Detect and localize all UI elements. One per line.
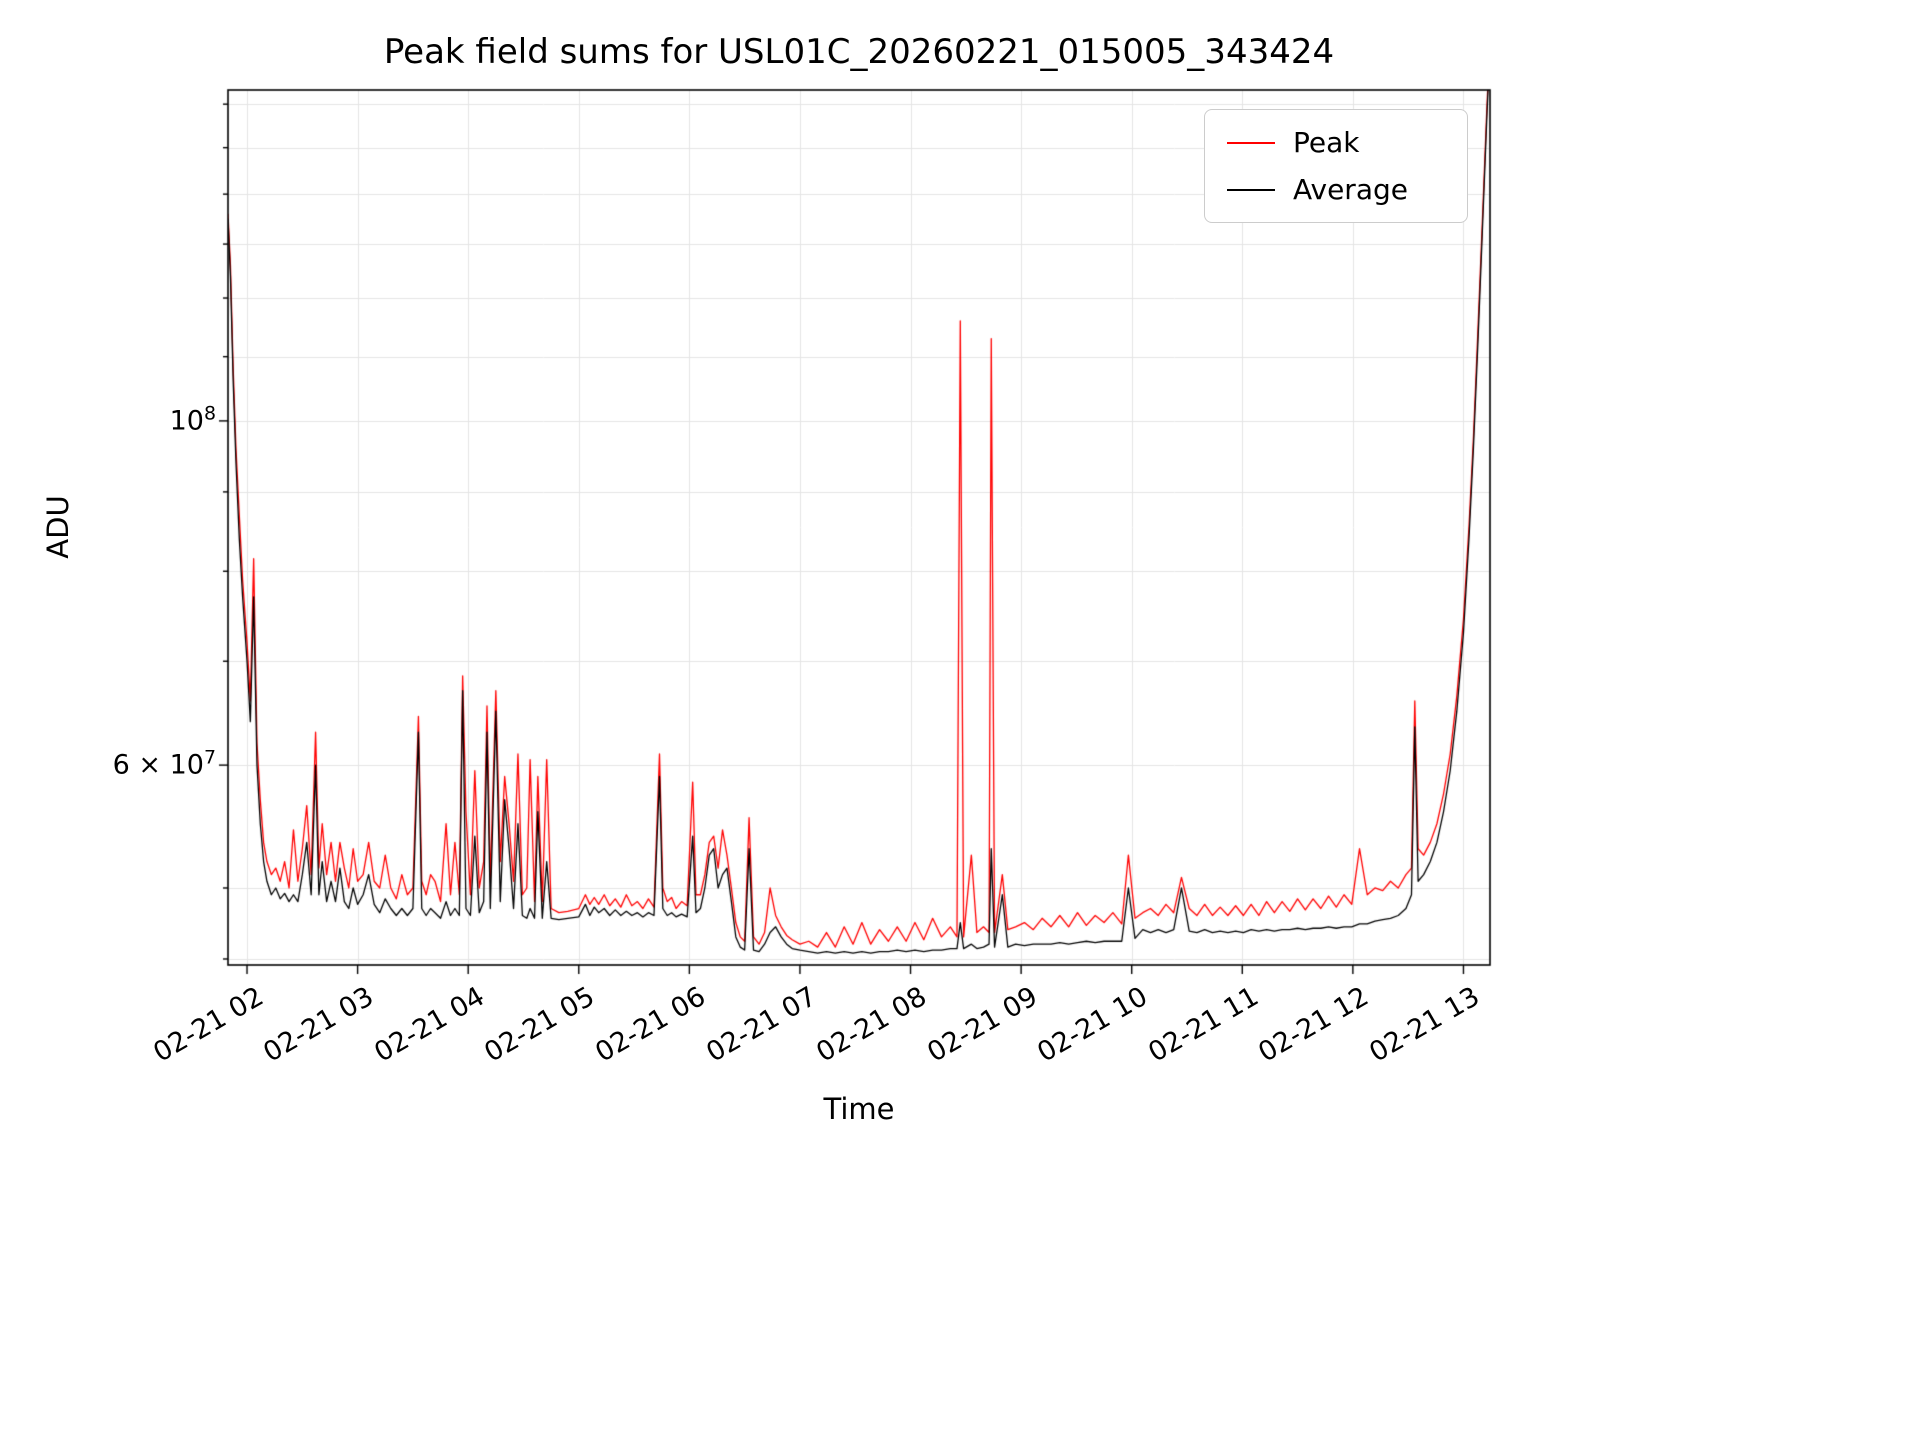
legend-label: Peak xyxy=(1293,126,1360,159)
legend-item-average: Average xyxy=(1227,173,1445,206)
legend-line-swatch xyxy=(1227,188,1275,191)
legend-line-swatch xyxy=(1227,141,1275,144)
legend-label: Average xyxy=(1293,173,1408,206)
x-axis-label: Time xyxy=(823,1092,895,1126)
y-axis-label: ADU xyxy=(41,495,75,559)
y-tick-label: 6 × 107 xyxy=(112,746,216,781)
legend: Peak Average xyxy=(1204,109,1468,223)
y-tick-label: 108 xyxy=(169,402,216,437)
legend-item-peak: Peak xyxy=(1227,126,1445,159)
chart-title: Peak field sums for USL01C_20260221_0150… xyxy=(383,32,1335,72)
